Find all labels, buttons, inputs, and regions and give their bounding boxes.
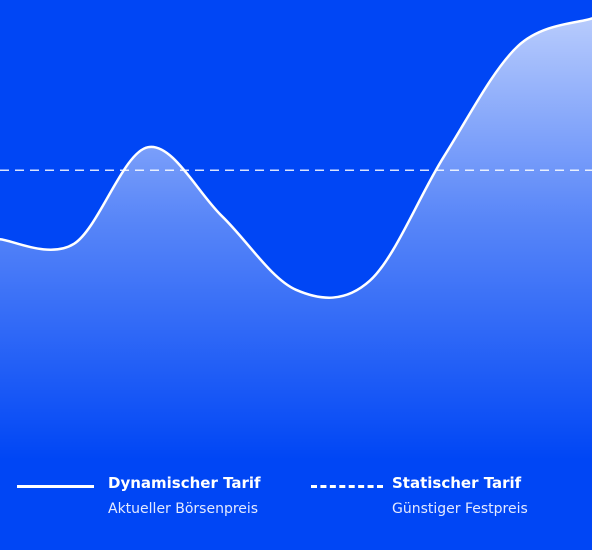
chart-plot: [0, 17, 592, 460]
legend-solid-line-swatch: [17, 485, 94, 488]
legend-dashed-line-swatch: [311, 485, 383, 488]
legend-static-title: Statischer Tarif: [392, 474, 522, 492]
legend-dynamic-title: Dynamischer Tarif: [108, 474, 261, 492]
legend-dynamic-subtitle: Aktueller Börsenpreis: [108, 501, 259, 517]
chart-legend: Dynamischer Tarif Aktueller Börsenpreis …: [0, 470, 592, 530]
dynamic-tariff-line: [0, 17, 592, 299]
dynamic-tariff-area: [0, 18, 592, 460]
legend-static-subtitle: Günstiger Festpreis: [392, 501, 528, 517]
